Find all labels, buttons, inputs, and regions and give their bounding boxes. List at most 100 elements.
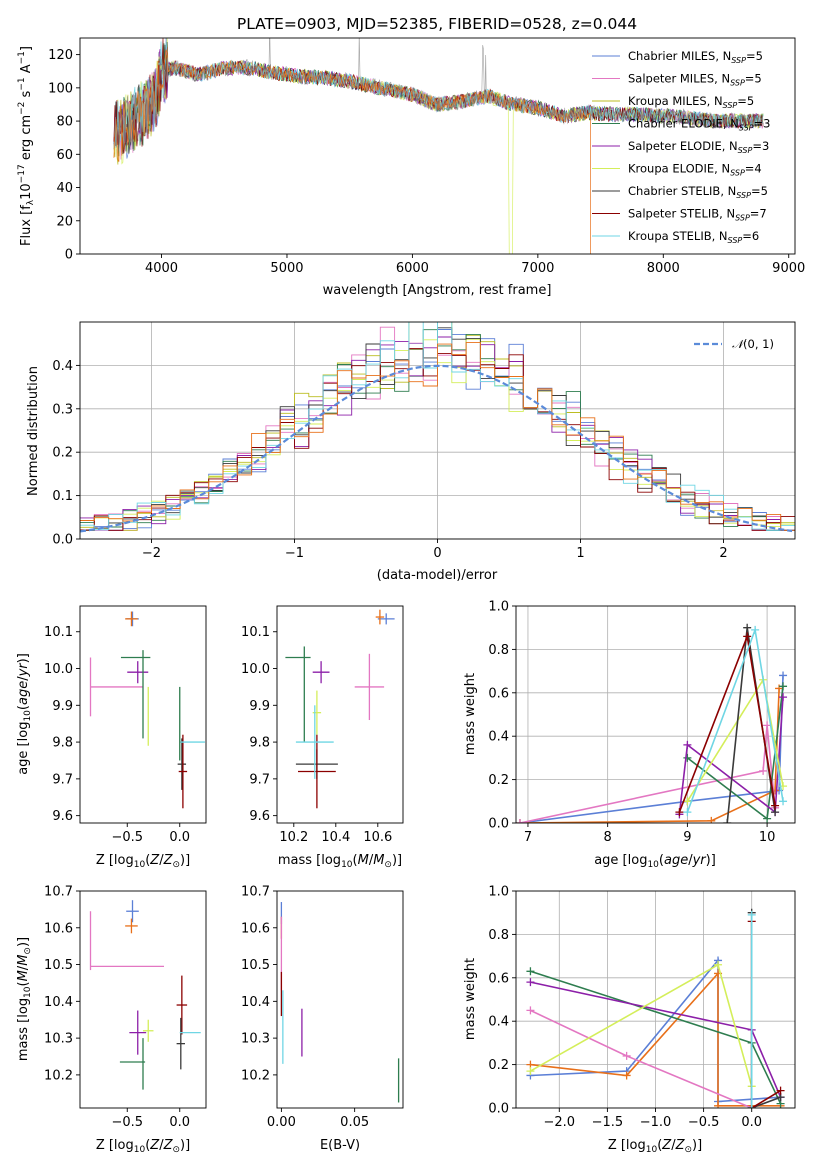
y-tick-label: 10.0 [44,662,73,677]
x-tick-label: 0.0 [169,830,190,845]
mass-vs-ebv-panel: 0.00 0.05 10.2 10.3 10.4 10.5 10.6 10.7 E(B-V) [241,885,404,1153]
mass-vs-ebv-xlabel: E(B-V) [320,1138,360,1153]
spectrum-frame [79,37,796,255]
y-tick-label: 0.0 [52,533,73,548]
x-tick-label: 8000 [647,261,680,276]
legend-label: Chabrier STELIB, NSSP=5 [628,184,768,200]
x-tick-label: 6000 [396,261,429,276]
spectrum-line [113,49,591,254]
x-tick-label: 8 [604,830,612,845]
age_vs_Z-marks [89,611,205,809]
age-vs-metallicity-xlabel: Z [log10(Z/Z⊙)] [96,853,190,870]
weight-marker [779,693,788,702]
x-tick-label: 5000 [270,261,303,276]
x-tick-label: 7 [524,830,532,845]
x-tick-label: 9000 [772,261,805,276]
gaussian-legend: 𝒩(0, 1) [694,337,774,351]
x-tick-label: 0.0 [169,1115,190,1130]
y-tick-label: 10.0 [241,662,270,677]
y-tick-label: 40 [56,181,73,196]
y-tick-label: 0.3 [52,402,73,417]
weight-marker [707,816,716,823]
x-tick-label: 0.05 [340,1115,369,1130]
weight-marker [683,808,692,817]
legend-label: Chabrier ELODIE, NSSP=3 [628,117,770,133]
residuals-ylabel: Normed distribution [26,366,41,496]
weight-marker [743,623,752,632]
y-tick-label: 10.7 [44,885,73,900]
weight-marker [683,753,692,762]
x-tick-label: 2 [719,546,727,561]
x-tick-label: 10 [759,830,776,845]
mass-vs-metallicity-frame [79,890,207,1109]
y-tick-label: 0.2 [488,773,509,788]
y-tick-label: 0.6 [488,686,509,701]
y-tick-label: 9.8 [52,736,73,751]
x-tick-label: −0.5 [111,1115,143,1130]
spectrum-ylabel: Flux [fλ10−17 erg cm−2 s−1 A−1] [17,46,36,246]
y-tick-label: 10.1 [241,625,270,640]
x-tick-label: 10.6 [363,830,392,845]
legend-label: Kroupa MILES, NSSP=5 [628,94,754,110]
y-tick-label: 0.0 [488,1102,509,1117]
weight-marker [763,721,772,730]
y-tick-label: 10.4 [44,995,73,1010]
weight-marker [723,819,732,823]
weight-line [750,912,781,1108]
y-tick-label: 9.9 [52,699,73,714]
x-tick-label: 0 [433,546,441,561]
weight-marker [747,1104,756,1108]
y-tick-label: 9.8 [249,736,270,751]
y-tick-label: 100 [48,81,73,96]
mass_vs_ebv-marks [280,902,400,1103]
y-tick-label: 9.7 [249,772,270,787]
weight-marker [751,625,760,634]
y-tick-label: 0.4 [488,730,509,745]
x-tick-label: 1 [576,546,584,561]
spectrum-marks [113,38,764,254]
y-tick-label: 10.5 [241,958,270,973]
y-tick-label: 0.4 [488,1015,509,1030]
x-tick-label: −2.0 [544,1115,576,1130]
y-tick-label: 0.8 [488,643,509,658]
mass-weight-vs-age-ylabel: mass weight [463,673,478,755]
mass_weight_vs_age-marks [516,606,795,823]
weight-line [519,688,780,823]
mass-vs-metallicity-xlabel: Z [log10(Z/Z⊙)] [96,1138,190,1155]
y-tick-label: 9.9 [249,699,270,714]
weight-marker [526,967,535,976]
weight-marker [771,801,780,810]
figure-title: PLATE=0903, MJD=52385, FIBERID=0528, z=0… [237,15,637,33]
weight-marker [516,819,524,823]
x-tick-label: 0.00 [267,1115,296,1130]
y-tick-label: 1.0 [488,600,509,615]
weight-marker [747,910,756,919]
weight-marker [779,797,788,806]
x-tick-label: 10.4 [321,830,350,845]
weight-marker [759,766,768,775]
weight-marker [622,1071,631,1080]
x-tick-label: 7000 [521,261,554,276]
y-tick-label: 0.8 [488,928,509,943]
weight-marker [763,814,772,823]
residuals-panel: −2 −1 0 1 2 0.0 0.1 0.2 0.3 0.4 (data-model)/erro… [26,321,796,583]
residuals-xlabel: (data-model)/error [377,568,498,583]
y-tick-label: 9.6 [249,809,270,824]
x-tick-label: −2 [142,546,161,561]
weight-marker [622,1051,631,1060]
weight-marker [743,632,752,641]
mass-weight-vs-age-panel: 7 8 9 10 0.0 0.2 0.4 0.6 0.8 1.0 age [log10(age/y… [463,600,796,870]
weight-marker [683,797,692,806]
age_vs_mass-marks [285,609,395,809]
y-tick-label: 10.2 [44,1068,73,1083]
y-tick-label: 10.3 [44,1032,73,1047]
y-tick-label: 20 [56,214,73,229]
age-vs-metallicity-frame [79,605,207,824]
spectrum-xlabel: wavelength [Angstrom, rest frame] [323,283,552,298]
legend-label: Salpeter ELODIE, NSSP=3 [628,139,769,155]
weight-marker [526,1067,535,1076]
y-tick-label: 0.4 [52,359,73,374]
y-tick-label: 10.1 [44,625,73,640]
weight-marker [675,808,684,817]
spectrum-panel: 4000 5000 6000 7000 8000 9000020406080100120 … [17,37,805,298]
